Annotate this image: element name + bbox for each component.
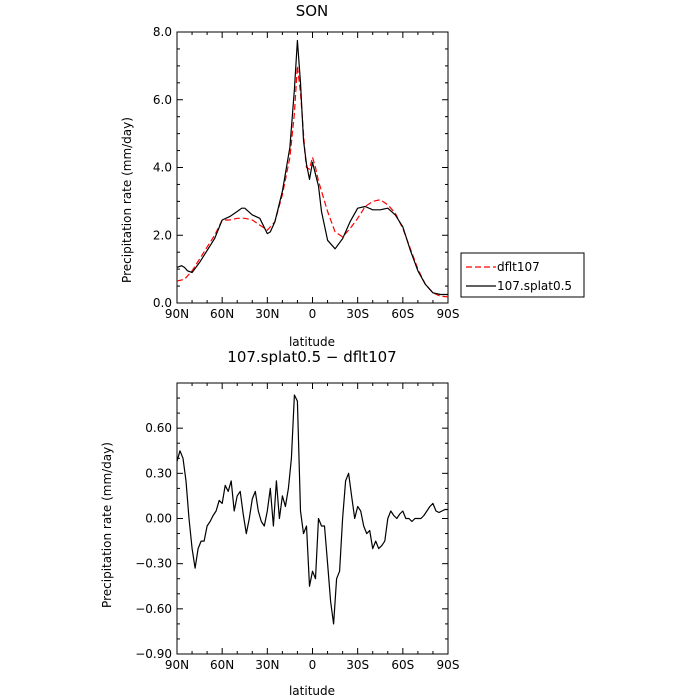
- series-line-series-0: [176, 394, 448, 625]
- legend-frame: [460, 252, 585, 298]
- x-tick-label: 30N: [255, 307, 279, 321]
- bottom-series-group: [176, 394, 448, 625]
- bottom-x-tick-labels: 90N 60N 30N 0 30S 60S 90S: [165, 658, 460, 672]
- legend-label-dflt107: dflt107: [497, 260, 540, 274]
- y-tick-label: 8.0: [153, 25, 172, 39]
- top-y-tick-labels: 0.0 2.0 4.0 6.0 8.0: [153, 25, 172, 310]
- top-x-axis-title: latitude: [289, 335, 335, 349]
- x-tick-label: 90N: [165, 307, 189, 321]
- x-tick-label: 60N: [210, 658, 234, 672]
- x-tick-label: 0: [309, 307, 317, 321]
- y-tick-label: −0.90: [135, 647, 172, 661]
- bottom-panel-title: 107.splat0.5 − dflt107: [227, 348, 396, 366]
- legend: dflt107 107.splat0.5: [460, 252, 585, 298]
- bottom-axis-ticks: [176, 383, 449, 655]
- x-tick-label: 0: [309, 658, 317, 672]
- top-axis-ticks: [176, 31, 449, 304]
- top-series-group: [176, 39, 449, 298]
- y-tick-label: −0.60: [135, 602, 172, 616]
- x-tick-label: 90N: [165, 658, 189, 672]
- bottom-panel: 107.splat0.5 − dflt107 0.60 0.30 0.00 −0.30…: [100, 348, 459, 698]
- series-line-107-splat0-5: [176, 39, 448, 296]
- bottom-y-axis-title: Precipitation rate (mm/day): [100, 442, 114, 608]
- y-tick-label: 0.0: [153, 296, 172, 310]
- y-tick-label: −0.30: [135, 557, 172, 571]
- top-panel: SON 0.02.04.06.08.0 90N 60N 30N 0 30S 60S 90S …: [120, 2, 585, 349]
- y-tick-label: 0.30: [145, 466, 172, 480]
- x-tick-label: 60N: [210, 307, 234, 321]
- series-line-dflt107: [176, 65, 449, 298]
- top-x-tick-labels: 90N 60N 30N 0 30S 60S 90S: [165, 307, 460, 321]
- y-tick-label: 6.0: [153, 93, 172, 107]
- bottom-y-tick-labels: 0.60 0.30 0.00 −0.30 −0.60 −0.90: [135, 421, 172, 661]
- top-plot-frame: [176, 31, 449, 304]
- y-tick-label: 4.0: [153, 161, 172, 175]
- x-tick-label: 60S: [391, 307, 414, 321]
- x-tick-label: 90S: [437, 307, 460, 321]
- y-tick-label: 0.60: [145, 421, 172, 435]
- legend-label-splat: 107.splat0.5: [497, 279, 572, 293]
- x-tick-label: 90S: [437, 658, 460, 672]
- x-tick-label: 60S: [391, 658, 414, 672]
- top-panel-title: SON: [296, 2, 329, 20]
- y-tick-label: 2.0: [153, 228, 172, 242]
- y-tick-label: 0.00: [145, 512, 172, 526]
- bottom-x-axis-title: latitude: [289, 684, 335, 698]
- x-tick-label: 30N: [255, 658, 279, 672]
- x-tick-label: 30S: [346, 307, 369, 321]
- top-y-axis-title: Precipitation rate (mm/day): [120, 117, 134, 283]
- x-tick-label: 30S: [346, 658, 369, 672]
